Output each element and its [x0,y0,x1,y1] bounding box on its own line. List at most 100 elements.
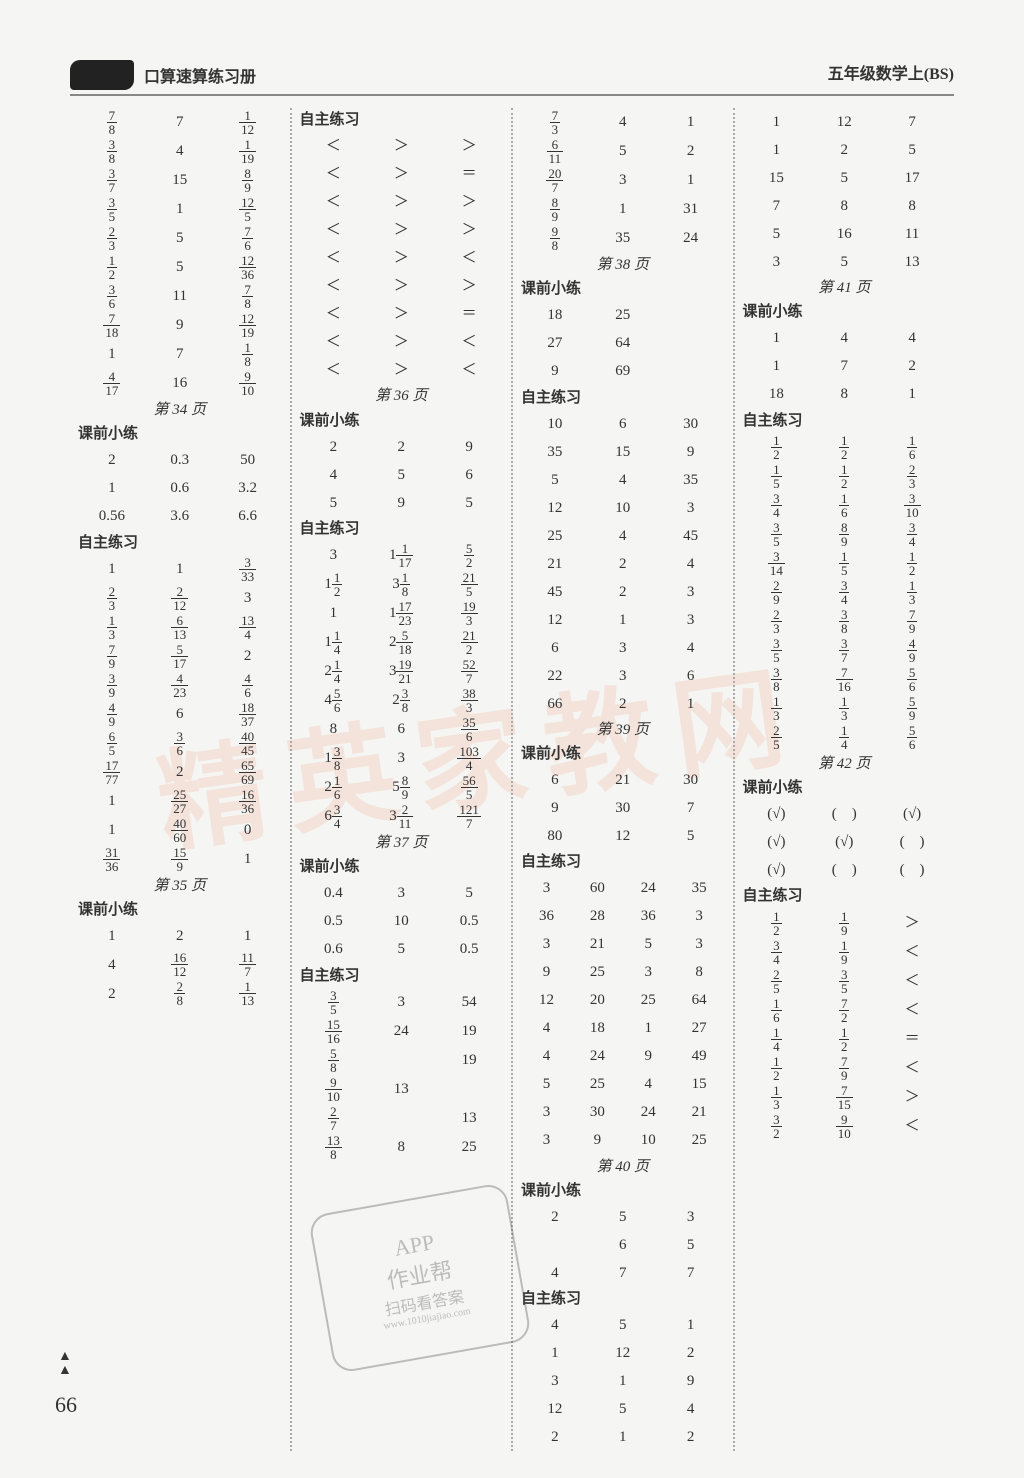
answer-cell: 1 [589,199,657,219]
answer-cell: 3 [674,906,725,926]
answer-cell: 13 [743,1084,811,1111]
answer-cell: 2518 [367,629,435,656]
answer-cell: 207 [521,167,589,194]
answer-row: 172 [743,353,947,381]
answer-cell: 19 [810,910,878,937]
answer-cell: 5 [367,939,435,959]
answer-cell: 112 [214,109,282,136]
answer-row: 456238383 [300,686,504,715]
answer-row: 2764 [521,330,725,358]
answer-cell: (√) [810,832,878,852]
answer-cell: 3 [657,1207,725,1227]
answer-cell: 25 [521,526,589,546]
answer-row: 293413 [743,578,947,607]
answer-cell: 72 [810,997,878,1024]
answer-cell: 80 [521,826,589,846]
answer-cell: 14 [810,724,878,751]
answer-cell: 2 [657,141,725,161]
answer-cell: 7 [657,798,725,818]
answer-cell: 1 [300,603,368,623]
answer-cell: 910 [810,1113,878,1140]
section-heading: 课前小练 [78,898,282,922]
answer-cell: 27 [521,333,589,353]
answer-cell: 3 [521,1130,572,1150]
answer-cell: 34 [743,492,811,519]
answer-cell: 79 [810,1055,878,1082]
answer-row: 787112 [78,108,282,137]
answer-cell: ＜ [300,192,368,212]
answer-cell: 3 [367,883,435,903]
answer-row: 138825 [300,1133,504,1162]
section-heading: 自主练习 [78,531,282,555]
answer-row: 3871656 [743,665,947,694]
answer-row: 125271636 [78,787,282,816]
answer-cell: 24 [572,1046,623,1066]
page-marker: 第 35 页 [78,874,282,898]
answer-cell: 565 [435,774,503,801]
answer-cell: 3.2 [214,478,282,498]
answer-cell: 1219 [214,312,282,339]
answer-cell: 15 [146,170,214,190]
answer-row: 35354 [300,988,504,1017]
answer-cell: 4 [657,554,725,574]
answer-cell: 56 [878,666,946,693]
answer-cell: 2 [367,437,435,457]
answer-cell: 25 [623,990,674,1010]
answer-cell: 3.6 [146,506,214,526]
answer-cell: 1 [623,1018,674,1038]
answer-row: 3111752 [300,541,504,570]
section-heading: 自主练习 [300,517,504,541]
answer-cell: 23 [78,585,146,612]
answer-row: 3628363 [521,903,725,931]
answer-cell: ＞ [435,220,503,240]
answer-cell: ＜ [300,304,368,324]
answer-cell: 79 [78,643,146,670]
answer-cell: 2 [657,1343,725,1363]
answer-row: 361178 [78,282,282,311]
answer-cell: 214 [300,658,368,685]
answer-cell: 78 [78,109,146,136]
answer-cell: 5 [810,168,878,188]
answer-cell: 4 [146,141,214,161]
answer-cell: 5 [521,1074,572,1094]
answer-cell: 8 [300,719,368,739]
answer-cell: 6 [521,770,589,790]
answer-cell: 56 [878,724,946,751]
answer-row: 62130 [521,766,725,794]
answer-row: 71891219 [78,311,282,340]
answer-cell: 89 [810,521,878,548]
answer-cell: 3 [521,1371,589,1391]
answer-cell: 13 [810,695,878,722]
page-marker: 第 40 页 [521,1155,725,1179]
answer-cell: 193 [435,600,503,627]
answer-cell: 4 [878,328,946,348]
answer-cell: 45 [657,526,725,546]
answer-cell: 718 [78,312,146,339]
answer-cell: 15 [810,550,878,577]
answer-row: 89131 [521,195,725,224]
answer-cell: 49 [78,701,146,728]
answer-row: 358934 [743,520,947,549]
answer-row: 80125 [521,822,725,850]
answer-cell: 12 [743,434,811,461]
answer-row: 2535＜ [743,967,947,996]
answer-cell: 4 [521,1046,572,1066]
answer-cell: 0.5 [300,911,368,931]
answer-cell: 6 [589,414,657,434]
answer-cell: 5 [589,1207,657,1227]
answer-cell: 49 [674,1046,725,1066]
answer-row: 1881 [743,381,947,409]
answer-cell: 3 [367,748,435,768]
answer-cell: 1 [214,849,282,869]
answer-cell: ＜ [300,136,368,156]
answer-cell: 16 [743,997,811,1024]
answer-cell: 5 [146,228,214,248]
answer-row: 212 [521,1423,725,1451]
answer-row: 1127 [743,108,947,136]
answer-cell: 15 [674,1074,725,1094]
answer-cell: 1612 [146,951,214,978]
answer-cell: 5 [589,1399,657,1419]
answer-cell: 27 [300,1105,368,1132]
column-3: 7341611522073189131983524第 38 页课前小练18252… [513,108,735,1451]
answer-cell: 6 [589,1235,657,1255]
